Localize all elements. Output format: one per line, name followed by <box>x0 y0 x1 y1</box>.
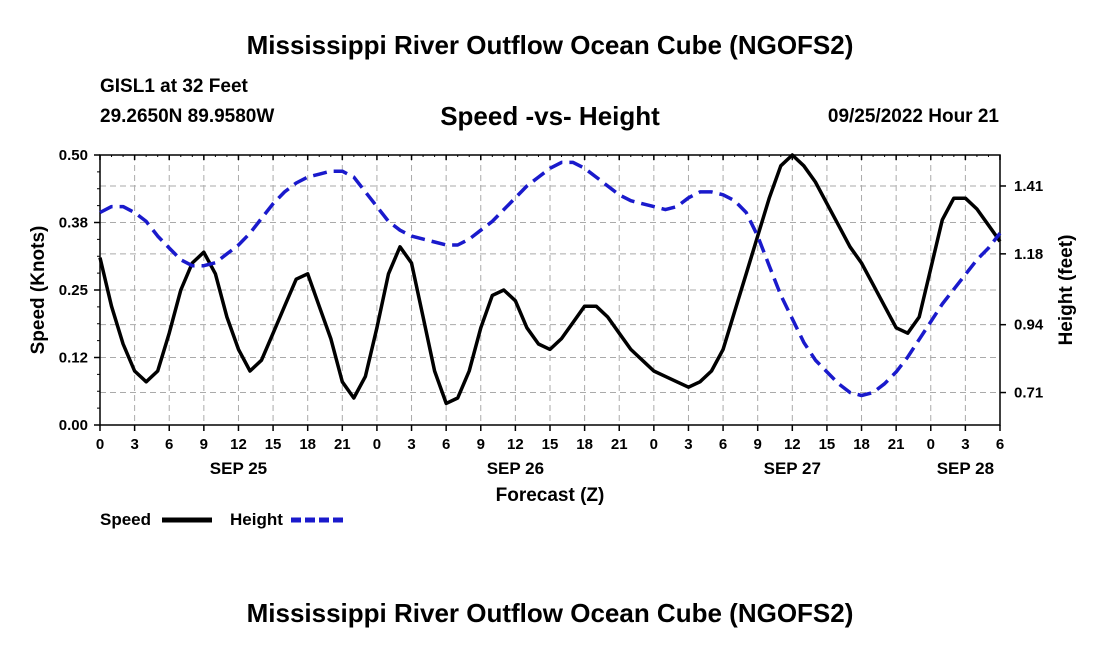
x-tick-label: 6 <box>442 436 450 453</box>
x-tick-label: 18 <box>853 436 870 453</box>
y-axis-title: Speed (Knots) <box>28 226 49 355</box>
x-tick-label: 21 <box>888 436 905 453</box>
y-tick-label: 0.50 <box>59 147 88 164</box>
y-tick-label: 0.12 <box>59 350 88 367</box>
y-tick-label: 0.25 <box>59 282 88 299</box>
x-tick-label: 3 <box>407 436 415 453</box>
main-title: Mississippi River Outflow Ocean Cube (NG… <box>246 30 854 60</box>
date-label: SEP 26 <box>487 459 544 478</box>
series-line-speed <box>98 153 1002 406</box>
plot-frame <box>99 154 1001 426</box>
x-tick-label: 21 <box>611 436 628 453</box>
y-tick-label: 0.00 <box>59 417 88 434</box>
x-tick-label: 18 <box>299 436 316 453</box>
x-tick-label: 12 <box>507 436 524 453</box>
date-label: SEP 28 <box>937 459 994 478</box>
x-tick-label: 18 <box>576 436 593 453</box>
chart-subtitle: Speed -vs- Height <box>440 101 660 131</box>
y2-tick-label: 0.94 <box>1014 317 1044 334</box>
station-coordinates: 29.2650N 89.9580W <box>100 106 275 127</box>
y2-axis-title: Height (feet) <box>1056 235 1077 346</box>
station-name: GISL1 at 32 Feet <box>100 76 248 97</box>
y2-tick-label: 1.41 <box>1014 178 1043 195</box>
x-tick-label: 15 <box>542 436 559 453</box>
x-tick-label: 0 <box>927 436 935 453</box>
series-line-height <box>99 160 1002 398</box>
date-label: SEP 25 <box>210 459 267 478</box>
legend-label-speed: Speed <box>100 510 151 529</box>
x-tick-label: 3 <box>961 436 969 453</box>
x-axis-title: Forecast (Z) <box>496 485 605 506</box>
x-tick-label: 0 <box>96 436 104 453</box>
x-tick-label: 12 <box>230 436 247 453</box>
x-tick-label: 15 <box>265 436 282 453</box>
y-tick-label: 0.38 <box>59 215 88 232</box>
x-tick-label: 9 <box>200 436 208 453</box>
x-tick-label: 3 <box>130 436 138 453</box>
x-tick-label: 0 <box>373 436 381 453</box>
x-tick-label: 6 <box>996 436 1004 453</box>
x-tick-label: 6 <box>719 436 727 453</box>
x-tick-label: 21 <box>334 436 351 453</box>
x-tick-label: 12 <box>784 436 801 453</box>
y2-tick-label: 0.71 <box>1014 385 1043 402</box>
x-tick-label: 9 <box>477 436 485 453</box>
footer-title: Mississippi River Outflow Ocean Cube (NG… <box>246 598 854 628</box>
date-label: SEP 27 <box>764 459 821 478</box>
legend-label-height: Height <box>230 510 283 529</box>
x-tick-label: 6 <box>165 436 173 453</box>
x-tick-label: 3 <box>684 436 692 453</box>
x-tick-label: 9 <box>754 436 762 453</box>
forecast-datetime: 09/25/2022 Hour 21 <box>827 106 999 127</box>
y2-tick-label: 1.18 <box>1014 246 1043 263</box>
x-tick-label: 15 <box>819 436 836 453</box>
x-tick-label: 0 <box>650 436 658 453</box>
